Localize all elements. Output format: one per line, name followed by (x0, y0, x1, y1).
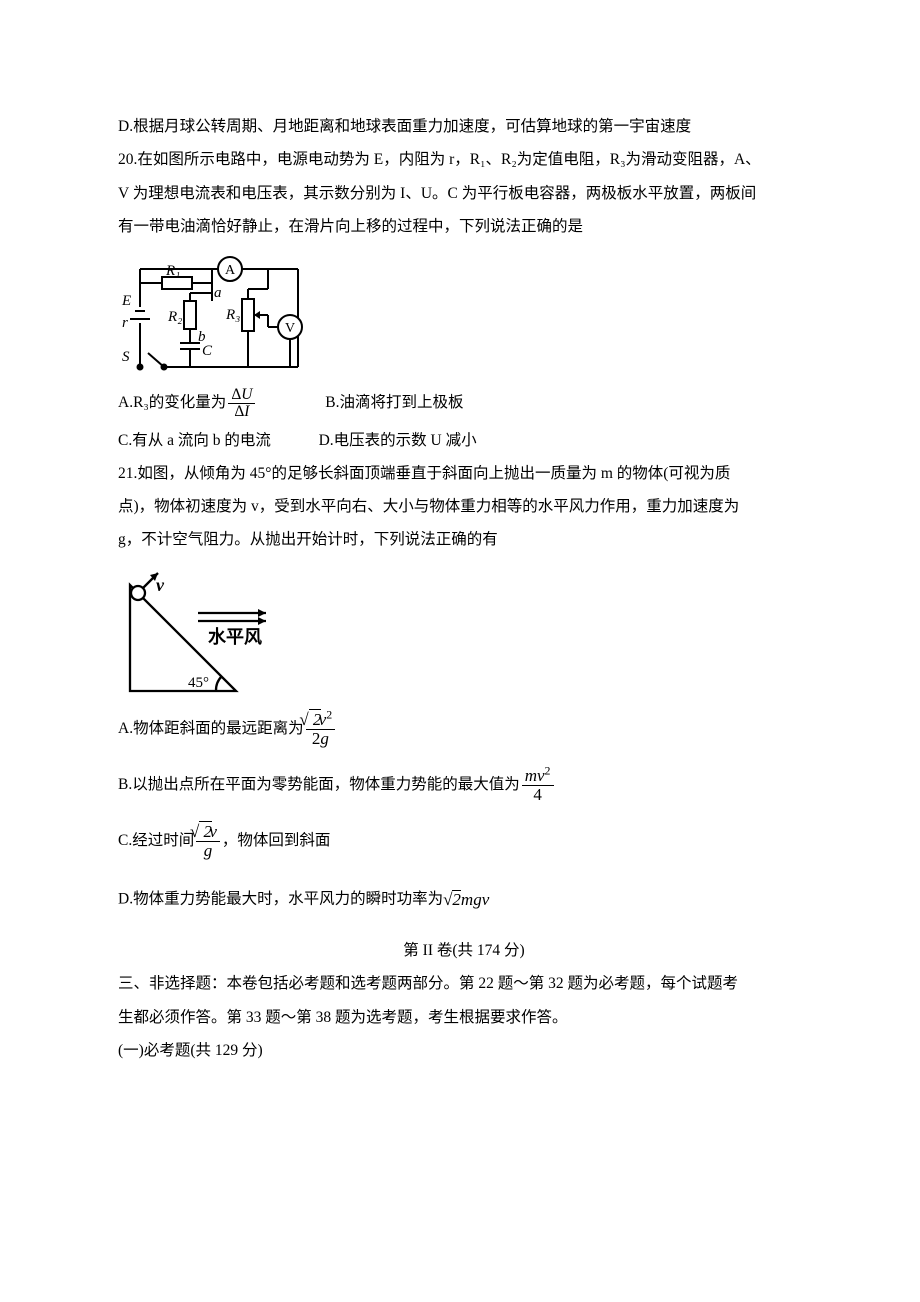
q21-stem-line3: g，不计空气阻力。从抛出开始计时，下列说法正确的有 (118, 523, 810, 556)
q20-stem-line1: 20.在如图所示电路中，电源电动势为 E，内阻为 r，R₁、R₂为定值电阻，R₃… (118, 143, 810, 176)
label-R1: R₁ (165, 263, 180, 279)
q20-option-b: B.油滴将打到上极板 (325, 394, 463, 411)
q21-incline-diagram: v 水平风 45° (118, 563, 810, 703)
q20-options-row1: A.R₃的变化量为ΔUΔI B.油滴将打到上极板 (118, 383, 810, 423)
q20-circuit-diagram: E r S R₁ R₂ R₃ a b C A V (118, 249, 810, 379)
section2-title: 第 II 卷(共 174 分) (118, 934, 810, 967)
section2-sub1: (一)必考题(共 129 分) (118, 1034, 810, 1067)
q21-option-c: C.经过时间 2√vg，物体回到斜面 (118, 821, 810, 861)
q20-stem-line3: 有一带电油滴恰好静止，在滑片向上移的过程中，下列说法正确的是 (118, 210, 810, 243)
label-ammeter: A (225, 263, 236, 278)
q21-option-c-prefix: C.经过时间 (118, 832, 194, 849)
q21-stem-line1: 21.如图，从倾角为 45°的足够长斜面顶端垂直于斜面向上抛出一质量为 m 的物… (118, 457, 810, 490)
q21-option-b-prefix: B.以抛出点所在平面为零势能面，物体重力势能的最大值为 (118, 776, 520, 793)
section2-intro-line1: 三、非选择题：本卷包括必考题和选考题两部分。第 22 题～第 32 题为必考题，… (118, 967, 810, 1000)
label-v: v (156, 575, 165, 595)
q21-option-a: A.物体距斜面的最远距离为 2√v22g (118, 709, 810, 749)
label-E: E (121, 293, 131, 309)
label-r: r (122, 315, 128, 331)
label-S: S (122, 349, 130, 365)
q21-option-b: B.以抛出点所在平面为零势能面，物体重力势能的最大值为mv24 (118, 765, 810, 805)
q20-option-a-prefix: A.R₃的变化量为 (118, 394, 226, 411)
q21-option-c-suffix: ，物体回到斜面 (222, 832, 331, 849)
q20-option-a-formula: ΔUΔI (228, 387, 255, 421)
label-angle: 45° (188, 675, 209, 691)
q21-stem-line2: 点)，物体初速度为 v，受到水平向右、大小与物体重力相等的水平风力作用，重力加速… (118, 490, 810, 523)
q21-option-d-prefix: D.物体重力势能最大时，水平风力的瞬时功率为 (118, 890, 443, 907)
q19-option-d: D.根据月球公转周期、月地距离和地球表面重力加速度，可估算地球的第一宇宙速度 (118, 110, 810, 143)
q21-option-d: D.物体重力势能最大时，水平风力的瞬时功率为√2mgv (118, 878, 810, 922)
section2-intro-line2: 生都必须作答。第 33 题～第 38 题为选考题，考生根据要求作答。 (118, 1001, 810, 1034)
q20-stem-line2: V 为理想电流表和电压表，其示数分别为 I、U。C 为平行板电容器，两极板水平放… (118, 177, 810, 210)
label-R2: R₂ (167, 309, 182, 325)
q21-option-a-prefix: A.物体距斜面的最远距离为 (118, 720, 304, 737)
label-voltmeter: V (285, 321, 295, 336)
q20-options-row2: C.有从 a 流向 b 的电流 D.电压表的示数 U 减小 (118, 424, 810, 457)
label-a: a (214, 285, 222, 301)
label-wind: 水平风 (208, 626, 262, 647)
q20-option-d: D.电压表的示数 U 减小 (319, 432, 477, 449)
exam-page: D.根据月球公转周期、月地距离和地球表面重力加速度，可估算地球的第一宇宙速度 2… (0, 0, 920, 1302)
label-C: C (202, 343, 213, 359)
q20-option-c: C.有从 a 流向 b 的电流 (118, 432, 271, 449)
label-R3: R₃ (225, 307, 240, 323)
